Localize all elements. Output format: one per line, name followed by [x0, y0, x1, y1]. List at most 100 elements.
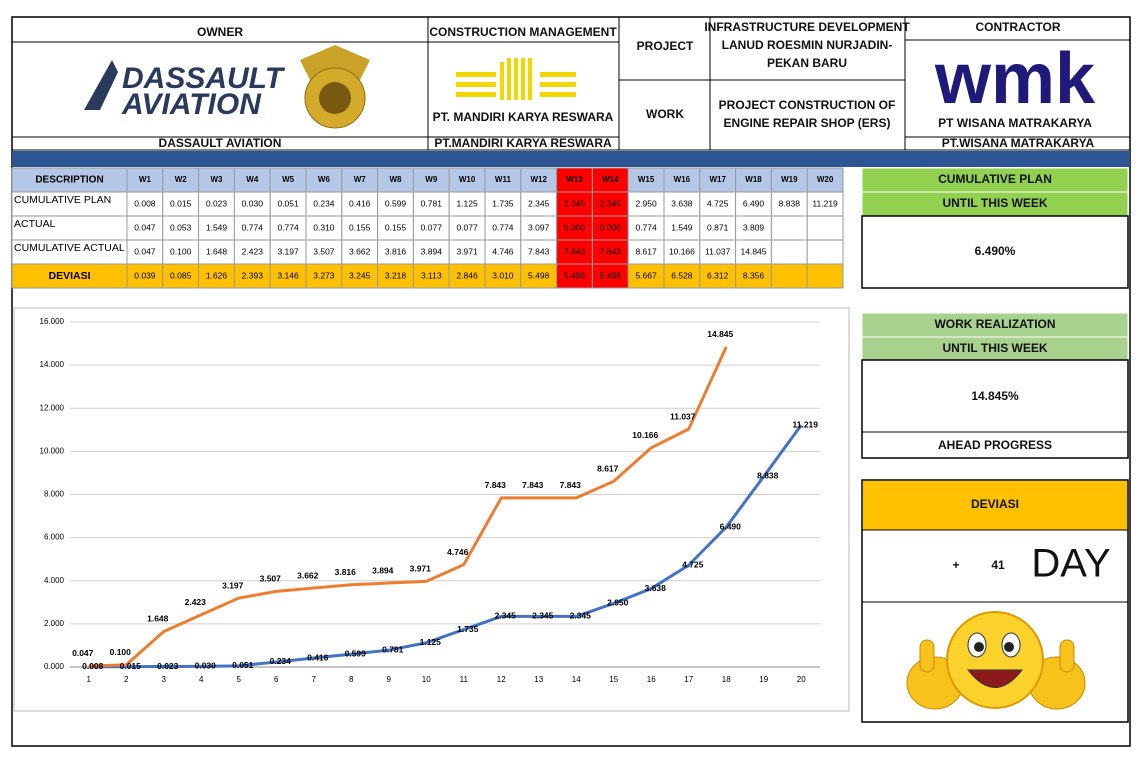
cell-value: 3.273 [313, 270, 335, 280]
table-cell [663, 167, 701, 193]
cell-value: 8.356 [743, 270, 765, 280]
table-cell [198, 263, 235, 289]
cell-value: 0.051 [277, 198, 299, 208]
table-cell [591, 215, 629, 241]
cell-value: 3.638 [671, 198, 693, 208]
cell-value: 1.549 [206, 222, 228, 232]
cell-value: 6.312 [707, 270, 729, 280]
data-label: 0.416 [307, 652, 329, 662]
y-tick-label: 8.000 [44, 490, 65, 499]
table-cell [233, 191, 271, 217]
x-tick-label: 13 [534, 675, 543, 684]
owner-emblem [300, 45, 370, 129]
table-cell [162, 263, 200, 289]
cell-value: 0.416 [349, 198, 371, 208]
outer-frame [11, 16, 1131, 747]
column-header: W15 [638, 175, 655, 184]
data-label: 1.648 [147, 614, 169, 624]
x-tick-label: 1 [87, 675, 92, 684]
cell-value: 7.843 [528, 246, 550, 256]
table-cell [198, 239, 235, 265]
cell-value: 14.845 [741, 246, 767, 256]
project-value: LANUD ROESMIN NURJADIN- [722, 38, 893, 52]
x-tick-label: 8 [349, 675, 354, 684]
deviasi-days: 41 [991, 558, 1005, 572]
x-tick-label: 9 [387, 675, 392, 684]
cell-value: 10.166 [669, 246, 695, 256]
table-cell [663, 239, 701, 265]
table-cell [591, 263, 629, 289]
column-header: W16 [674, 175, 691, 184]
cell-value: 0.774 [277, 222, 299, 232]
data-label: 0.030 [195, 661, 217, 671]
table-cell [735, 191, 772, 217]
header: OWNER DASSAULT AVIATION DASSAULT AVIATIO… [12, 17, 1130, 151]
table-cell [735, 215, 772, 241]
cell-value: 5.498 [564, 270, 586, 280]
cell-value: 2.950 [635, 198, 657, 208]
cell-value: 0.030 [242, 198, 264, 208]
cell-value: 0.774 [242, 222, 264, 232]
cell-value: 1.735 [492, 198, 514, 208]
table-cell [11, 191, 128, 217]
cell-value: 2.345 [564, 198, 586, 208]
data-label: 4.725 [682, 559, 704, 569]
x-tick-label: 6 [274, 675, 279, 684]
table-cell [377, 263, 414, 289]
table-cell [699, 263, 737, 289]
cell-value: 0.000 [600, 222, 622, 232]
x-tick-label: 11 [460, 675, 469, 684]
x-tick-label: 15 [609, 675, 618, 684]
data-label: 2.950 [607, 598, 629, 608]
column-header: DESCRIPTION [35, 175, 103, 186]
table-cell [806, 191, 844, 217]
data-label: 0.047 [72, 648, 94, 658]
cell-value: 0.023 [206, 198, 228, 208]
table-cell [448, 263, 486, 289]
table-cell [126, 239, 164, 265]
cell-value: 5.498 [600, 270, 622, 280]
data-label: 0.234 [270, 656, 292, 666]
owner-name: DASSAULT AVIATION [159, 136, 282, 150]
cell-value: 3.816 [385, 246, 407, 256]
table-cell [591, 239, 629, 265]
row-label: CUMULATIVE ACTUAL [14, 242, 125, 254]
owner-logo-mark [84, 60, 118, 110]
table-cell [162, 167, 200, 193]
table-cell [520, 191, 558, 217]
cell-value: 3.197 [277, 246, 299, 256]
table-cell [448, 191, 486, 217]
x-tick-label: 19 [759, 675, 768, 684]
owner-label: OWNER [197, 25, 243, 39]
cell-value: 11.037 [705, 246, 731, 256]
cell-value: 0.155 [385, 222, 407, 232]
cell-value: 3.218 [385, 270, 407, 280]
cell-value: 8.838 [779, 198, 801, 208]
table-cell [484, 263, 522, 289]
column-header: W3 [211, 175, 224, 184]
cell-value: 0.077 [421, 222, 443, 232]
column-header: W11 [495, 175, 512, 184]
cm-logo-mark [456, 58, 576, 100]
contractor-logo-text: PT WISANA MATRAKARYA [938, 116, 1092, 130]
data-label: 0.023 [157, 661, 179, 671]
cell-value: 0.085 [170, 270, 192, 280]
table-cell [412, 191, 450, 217]
table-cell [269, 239, 307, 265]
realization-panel: WORK REALIZATION UNTIL THIS WEEK 14.845%… [861, 312, 1129, 459]
data-label: 11.037 [670, 411, 696, 421]
panel-status: AHEAD PROGRESS [938, 438, 1052, 452]
data-label: 4.746 [447, 547, 469, 557]
cell-value: 3.662 [349, 246, 371, 256]
cell-value: 0.774 [635, 222, 657, 232]
data-label: 3.197 [222, 580, 244, 590]
data-label: 7.843 [522, 480, 544, 490]
table-cell [269, 263, 307, 289]
data-label: 0.015 [120, 661, 142, 671]
cell-value: 1.648 [206, 246, 228, 256]
y-tick-label: 16.000 [40, 317, 65, 326]
table-cell [162, 239, 200, 265]
cell-value: 2.345 [600, 198, 622, 208]
project-value: INFRASTRUCTURE DEVELOPMENT [704, 20, 910, 34]
column-header: W5 [282, 175, 295, 184]
